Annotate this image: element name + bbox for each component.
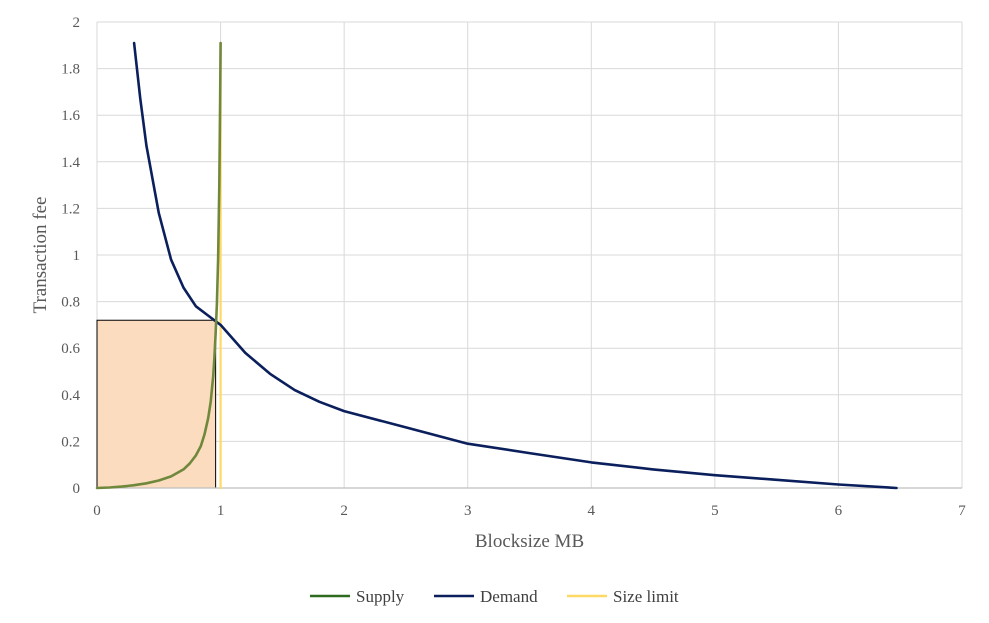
shaded-region <box>96 319 217 489</box>
x-tick-label: 1 <box>217 503 225 519</box>
y-tick-label: 1.2 <box>61 201 80 217</box>
y-tick-label: 1.6 <box>61 108 80 124</box>
y-tick-label: 0.4 <box>61 388 80 404</box>
y-tick-label: 0.6 <box>61 341 80 357</box>
x-axis-title: Blocksize MB <box>475 531 584 552</box>
y-tick-label: 2 <box>73 15 81 31</box>
x-tick-label: 3 <box>464 503 472 519</box>
shaded-region-layer <box>96 319 217 489</box>
y-tick-label: 1.4 <box>61 155 80 171</box>
tick-labels: 0 0.2 0.4 0.6 0.8 1 1.2 1.4 1.6 1.8 2 0 1 2 3 4 5 6 7 <box>61 15 966 519</box>
series-demand-line <box>132 41 898 490</box>
legend-label-demand: Demand <box>480 587 538 606</box>
x-tick-label: 6 <box>835 503 843 519</box>
series-layer <box>95 41 898 490</box>
legend-label-size-limit: Size limit <box>613 587 679 606</box>
x-tick-label: 5 <box>711 503 719 519</box>
y-tick-label: 0.2 <box>61 434 80 450</box>
y-tick-label: 1.8 <box>61 62 80 78</box>
legend-label-supply: Supply <box>356 587 405 606</box>
x-tick-label: 0 <box>93 503 101 519</box>
y-axis-title: Transaction fee <box>30 197 51 314</box>
grid-lines <box>96 21 963 488</box>
y-tick-label: 0.8 <box>61 295 80 311</box>
y-tick-label: 0 <box>73 481 81 497</box>
y-tick-label: 1 <box>73 248 81 264</box>
series-supply-line <box>95 41 222 490</box>
x-tick-label: 2 <box>340 503 348 519</box>
x-tick-label: 7 <box>958 503 966 519</box>
x-tick-label: 4 <box>588 503 596 519</box>
legend: Supply Demand Size limit <box>310 587 679 606</box>
